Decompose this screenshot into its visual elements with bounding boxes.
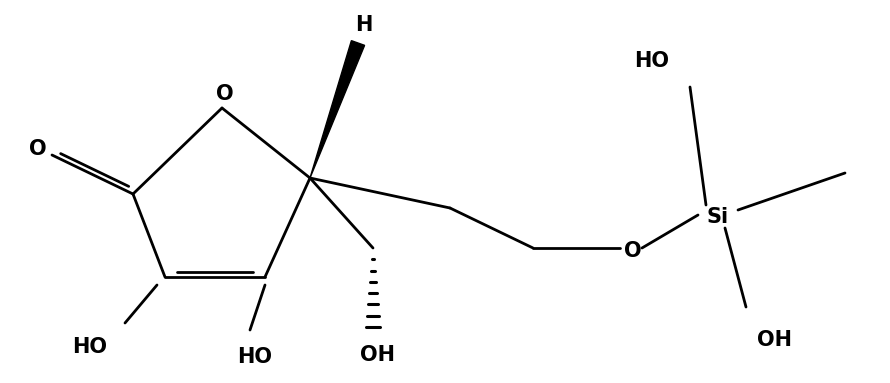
Text: H: H — [355, 15, 373, 35]
Polygon shape — [310, 41, 365, 178]
Text: O: O — [216, 84, 234, 104]
Text: OH: OH — [756, 330, 791, 350]
Text: O: O — [29, 139, 47, 159]
Text: HO: HO — [635, 51, 669, 71]
Text: HO: HO — [72, 337, 108, 357]
Text: O: O — [624, 241, 642, 261]
Text: HO: HO — [238, 347, 272, 367]
Text: Si: Si — [707, 207, 729, 227]
Text: OH: OH — [360, 345, 394, 365]
